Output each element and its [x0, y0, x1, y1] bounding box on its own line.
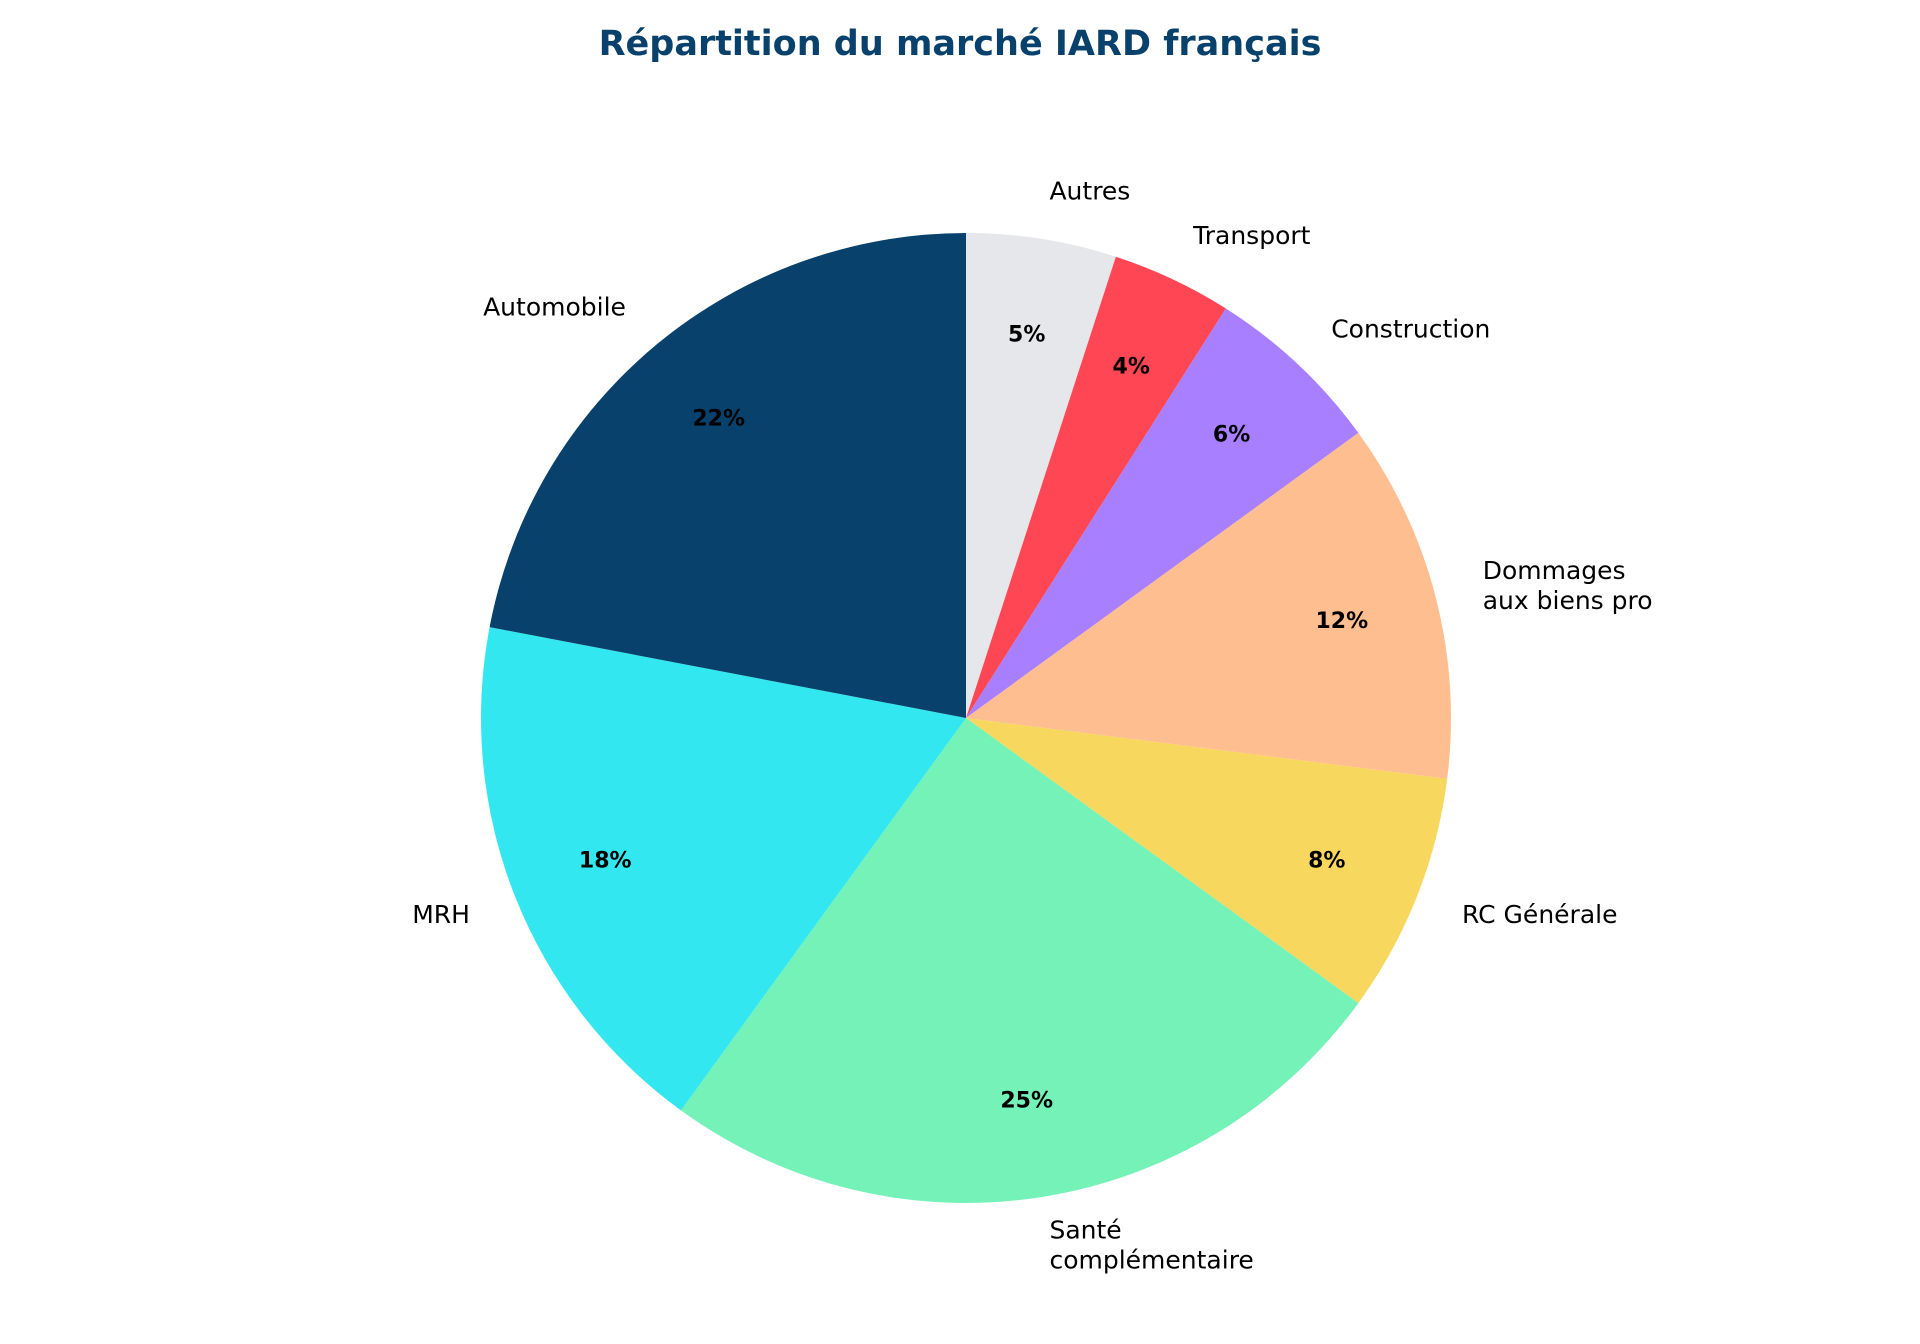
- chart-title: Répartition du marché IARD français: [598, 24, 1322, 64]
- slice-transport: [966, 256, 1226, 718]
- slice-construction: [966, 308, 1359, 718]
- percent-labels: 5% 4% 6% 12% 8% 25% 18% 22%: [579, 322, 1368, 1113]
- slice-rc-generale: [966, 718, 1448, 1004]
- label-rc-generale: RC Générale: [1462, 900, 1617, 929]
- pie-slices: [480, 233, 1452, 1203]
- slice-dommages-aux-biens-pro: [966, 432, 1452, 779]
- pct-label-dommages-aux-biens-pro: 12%: [1315, 609, 1368, 634]
- slice-sante-complementaire: [680, 718, 1359, 1203]
- slice-autres: [966, 233, 1116, 718]
- label-autres: Autres: [1049, 177, 1130, 206]
- label-mrh: MRH: [412, 900, 470, 929]
- slice-automobile: [489, 233, 966, 718]
- pct-label-sante-complementaire: 25%: [1000, 1089, 1053, 1114]
- pct-label-transport: 4%: [1113, 354, 1150, 379]
- slice-labels: Autres Transport Construction Dommages aux b…: [412, 177, 1652, 1275]
- label-sante-complementaire: Santé complémentaire: [1049, 1215, 1253, 1274]
- pct-label-mrh: 18%: [579, 848, 632, 873]
- pct-label-construction: 6%: [1213, 423, 1250, 448]
- label-transport: Transport: [1192, 221, 1311, 250]
- slice-mrh: [480, 627, 966, 1111]
- label-automobile: Automobile: [483, 292, 626, 321]
- label-dommages-aux-biens-pro: Dommages aux biens pro: [1483, 556, 1653, 615]
- pct-label-automobile: 22%: [692, 407, 745, 432]
- pct-label-rc-generale: 8%: [1308, 848, 1345, 873]
- pct-label-autres: 5%: [1008, 322, 1045, 347]
- label-construction: Construction: [1331, 315, 1490, 344]
